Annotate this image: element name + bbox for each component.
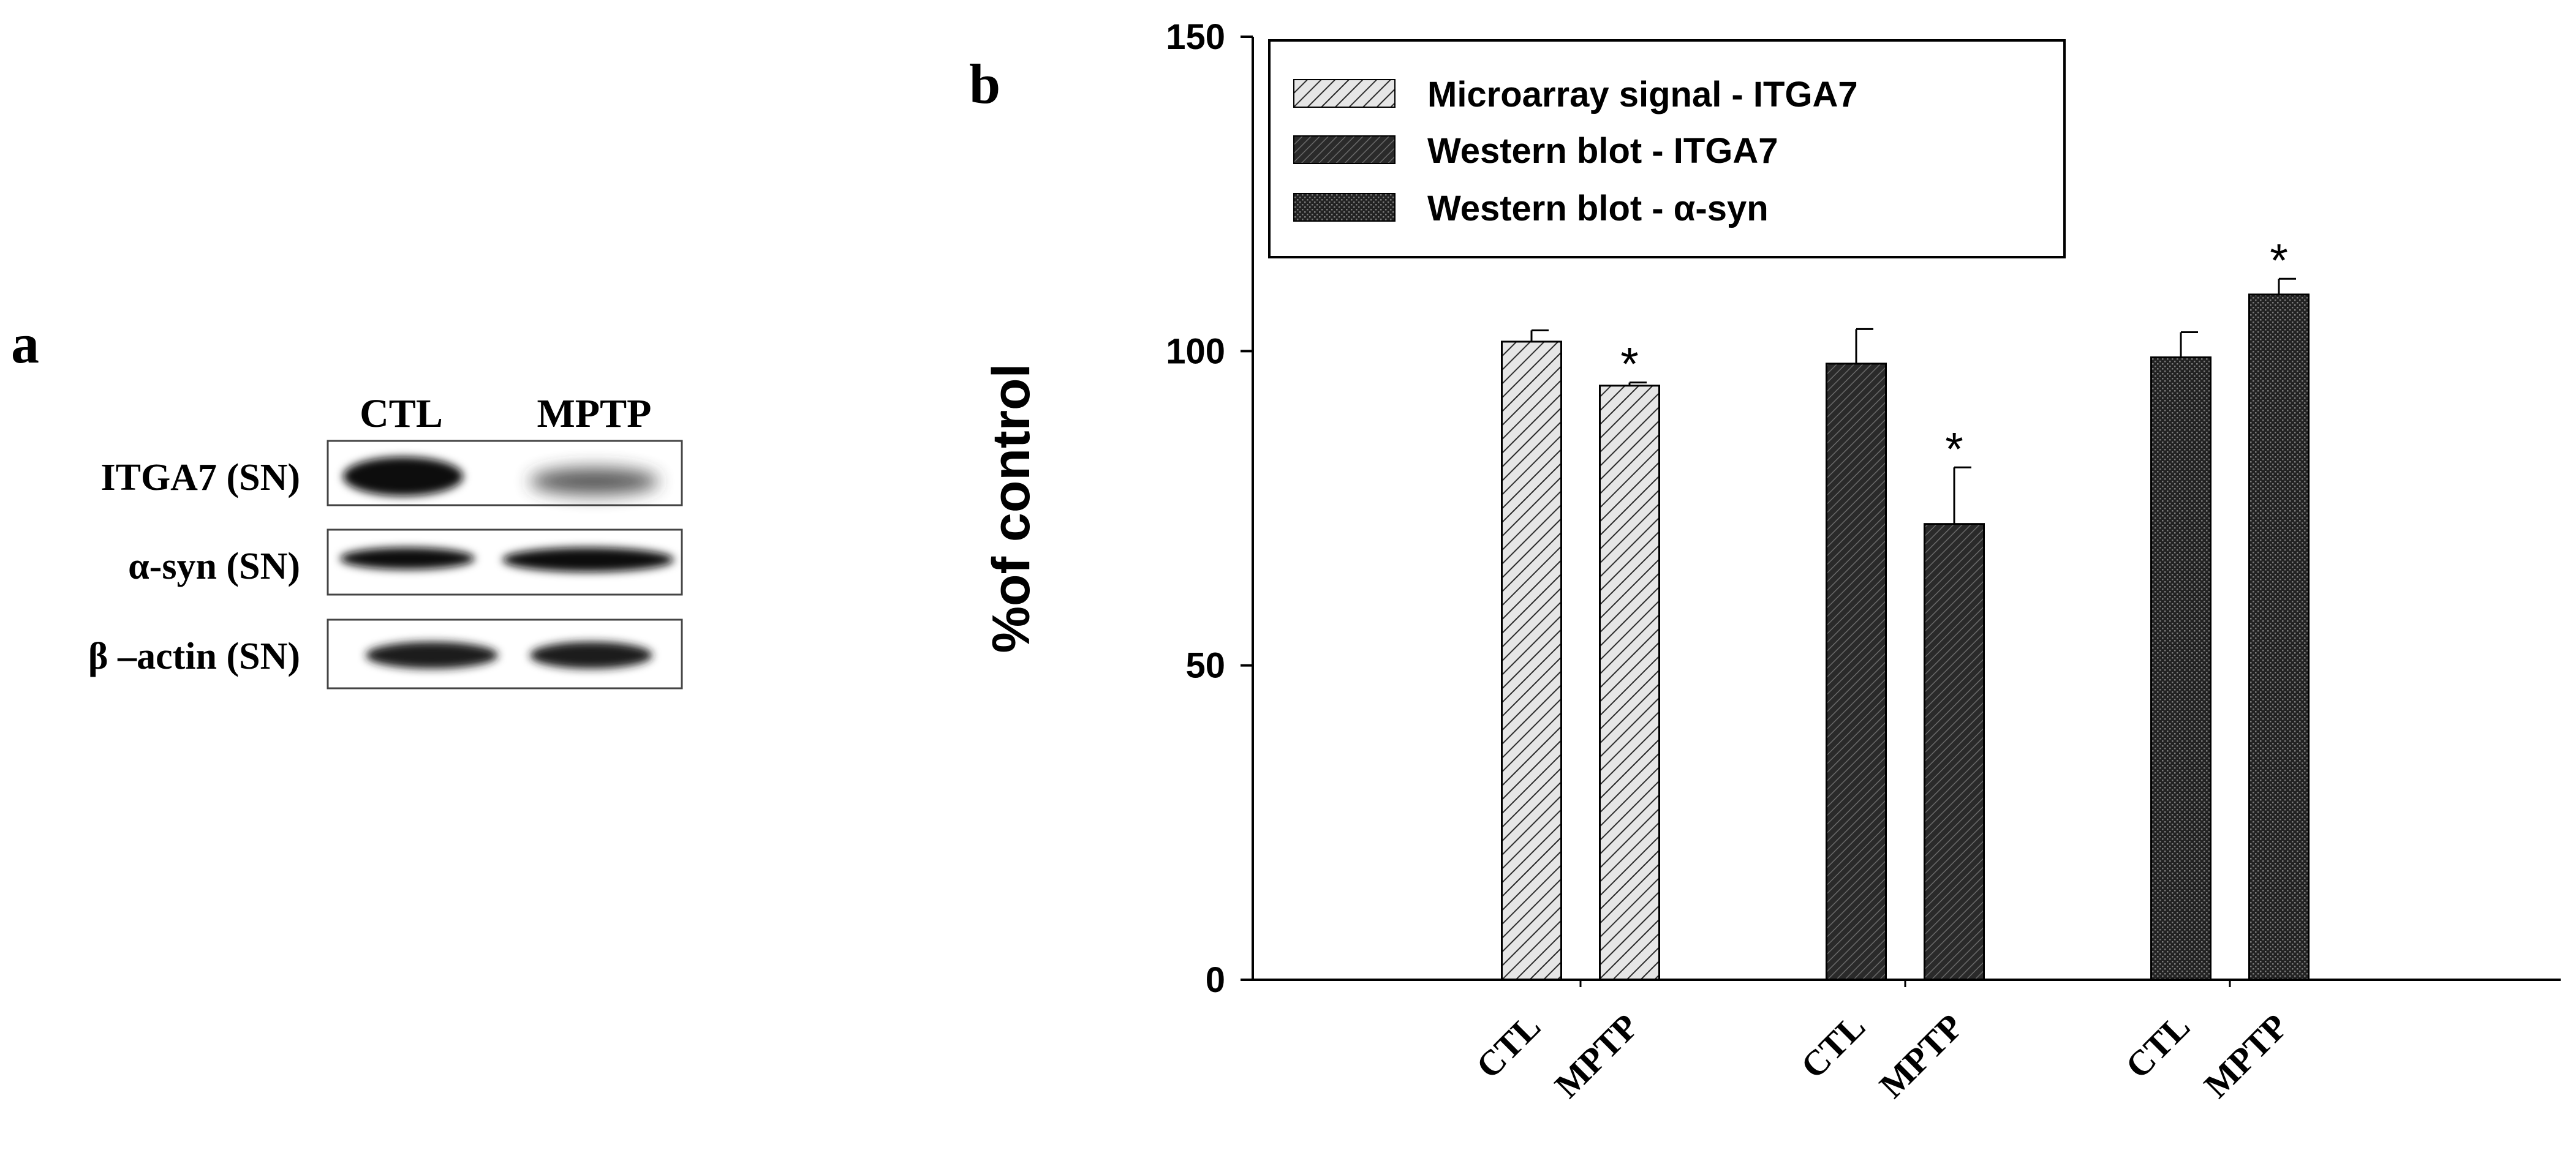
significance-marker: * (1620, 339, 1639, 391)
western-blot-panel: a CTL MPTP ITGA7 (SN) α-syn (SN) β –acti… (11, 312, 683, 690)
bar-1-1 (1924, 523, 1985, 981)
lane-label-mptp: MPTP (537, 391, 652, 436)
bar-2-1 (2248, 293, 2310, 981)
bar-1-0 (1826, 363, 1887, 981)
blot-band-bactin-mptp (530, 642, 652, 669)
y-axis-ticks: 0 50 100 150 (1166, 17, 1253, 1000)
blot-row-label-asyn: α-syn (SN) (128, 546, 300, 587)
y-tick-label: 100 (1166, 331, 1225, 371)
significance-marker: * (1945, 423, 1963, 475)
legend-label-wb-asyn: Western blot - α-syn (1427, 189, 1769, 228)
category-label: CTL (1793, 1006, 1873, 1086)
category-label: MPTP (1872, 1006, 1971, 1105)
bars: * * * (1501, 235, 2310, 981)
y-axis-label: %of control (982, 364, 1041, 653)
bar-0-1 (1599, 385, 1660, 981)
bar-0-0 (1501, 340, 1562, 981)
blot-band-itga7-ctl (343, 457, 463, 496)
legend-swatch-microarray (1293, 79, 1396, 108)
category-label: MPTP (2196, 1006, 2295, 1105)
blot-band-asyn-ctl (340, 547, 475, 569)
legend-swatch-wb-asyn (1293, 193, 1396, 222)
panel-b-letter: b (969, 53, 1000, 115)
lane-label-ctl: CTL (360, 391, 443, 436)
legend-swatch-wb-itga7 (1293, 135, 1396, 164)
panel-a-letter: a (11, 312, 39, 375)
bar-2-0 (2150, 356, 2212, 981)
y-tick-label: 50 (1185, 646, 1225, 686)
significance-marker: * (2270, 235, 2288, 287)
category-label: CTL (1468, 1006, 1548, 1086)
blot-row-label-bactin: β –actin (SN) (88, 636, 300, 677)
legend-label-wb-itga7: Western blot - ITGA7 (1427, 131, 1778, 171)
category-label: MPTP (1547, 1006, 1646, 1105)
blot-band-bactin-ctl (366, 642, 498, 669)
y-tick-label: 0 (1206, 960, 1225, 1000)
legend: Microarray signal - ITGA7 Western blot -… (1268, 39, 2066, 258)
blot-band-itga7-mptp (530, 468, 659, 495)
y-tick-label: 150 (1166, 17, 1225, 57)
category-label: CTL (2118, 1006, 2197, 1086)
legend-label-microarray: Microarray signal - ITGA7 (1427, 75, 1858, 115)
blot-band-asyn-mptp (502, 547, 674, 572)
legend-box (1268, 39, 2066, 258)
blot-row-label-itga7: ITGA7 (SN) (100, 457, 300, 498)
